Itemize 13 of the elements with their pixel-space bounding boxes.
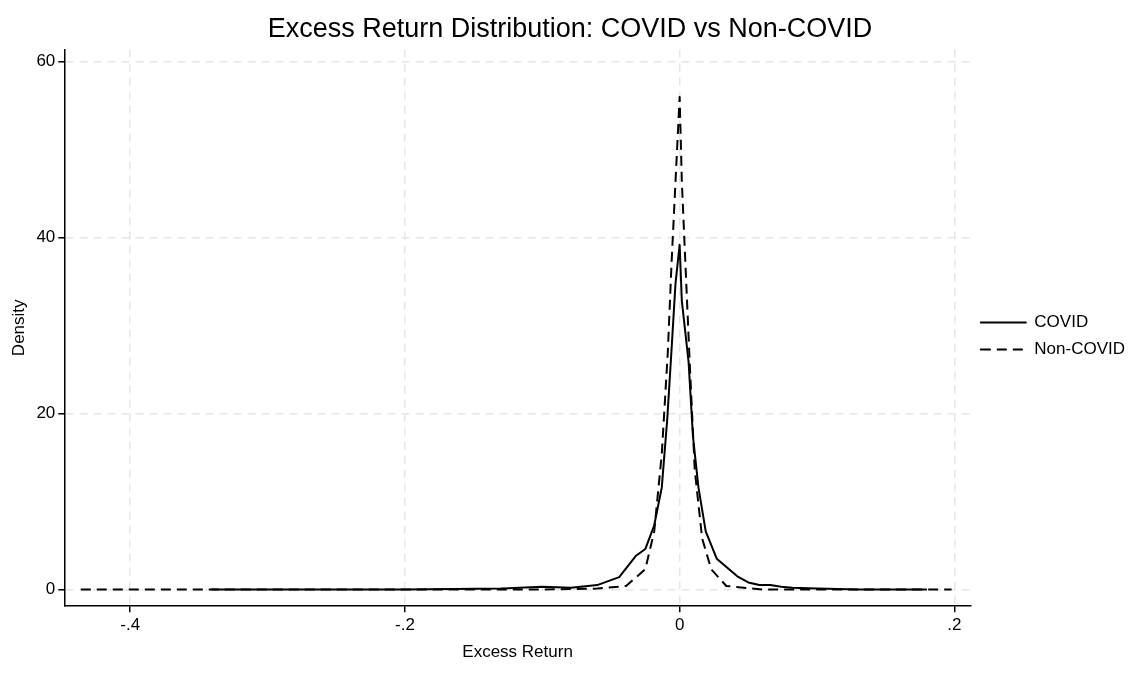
- x-tick-label: .2: [947, 615, 962, 635]
- y-tick-label: 0: [45, 579, 56, 599]
- y-axis-title: Density: [8, 298, 28, 357]
- x-tick-label: -.4: [120, 615, 141, 635]
- x-tick-label: 0: [674, 615, 685, 635]
- legend-label: Non-COVID: [1034, 339, 1125, 359]
- x-tick-label: -.2: [395, 615, 415, 635]
- chart-title: Excess Return Distribution: COVID vs Non-COVID: [267, 12, 873, 43]
- y-tick-label: 20: [36, 403, 56, 423]
- x-axis-title: Excess Return: [462, 642, 573, 662]
- y-tick-label: 60: [36, 51, 56, 71]
- legend-label: COVID: [1034, 312, 1089, 332]
- y-tick-label: 40: [36, 227, 56, 247]
